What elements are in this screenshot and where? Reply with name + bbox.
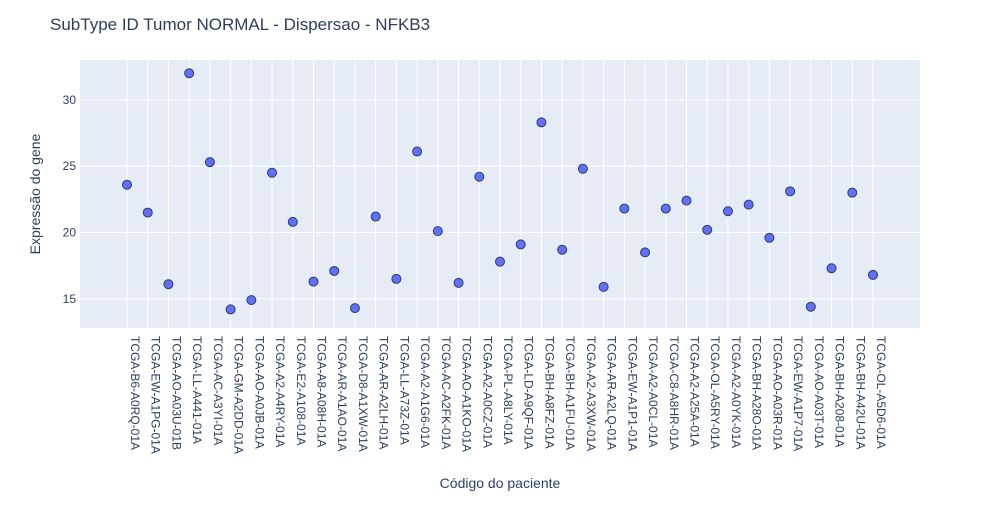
x-tick-label: TCGA-C8-A8HR-01A: [667, 336, 681, 450]
x-tick-label: TCGA-AO-A03R-01A: [770, 336, 784, 450]
x-tick-label: TCGA-AR-A2LH-01A: [377, 336, 391, 449]
x-tick-label: TCGA-BH-A1FU-01A: [563, 336, 577, 450]
x-tick-label: TCGA-AC-A2FK-01A: [439, 336, 453, 449]
y-tick-label: 20: [63, 225, 77, 239]
scatter-point[interactable]: [557, 244, 568, 255]
x-tick-labels: TCGA-B6-A0RQ-01A TCGA-EW-A1PG-01A TCGA-AO-…: [128, 336, 888, 454]
x-tick-label: TCGA-BH-A42U-01A: [853, 336, 867, 449]
y-tick-label: 25: [63, 159, 77, 173]
scatter-point[interactable]: [225, 304, 236, 315]
x-tick-label: TCGA-A2-A25A-01A: [688, 336, 702, 447]
x-tick-label: TCGA-BH-A28O-01A: [750, 336, 764, 450]
x-tick-label: TCGA-AO-A1KO-01A: [460, 336, 474, 452]
scatter-point[interactable]: [474, 171, 485, 182]
x-tick-label: TCGA-AR-A2LQ-01A: [605, 336, 619, 450]
scatter-point[interactable]: [515, 239, 526, 250]
x-tick-label: TCGA-EW-A1PG-01A: [149, 336, 163, 454]
scatter-point[interactable]: [163, 279, 174, 290]
x-tick-label: TCGA-LL-A73Z-01A: [397, 336, 411, 445]
scatter-point[interactable]: [432, 226, 443, 237]
scatter-point[interactable]: [370, 211, 381, 222]
scatter-point[interactable]: [246, 295, 257, 306]
x-tick-label: TCGA-PL-A8LY-01A: [501, 336, 515, 445]
x-tick-label: TCGA-AO-A0JB-01A: [252, 336, 266, 449]
scatter-point[interactable]: [722, 206, 733, 217]
x-tick-label: TCGA-AO-A03T-01A: [812, 336, 826, 448]
scatter-point[interactable]: [267, 167, 278, 178]
y-tick-label: 30: [63, 93, 77, 107]
y-tick-label: 15: [63, 292, 77, 306]
scatter-point[interactable]: [495, 256, 505, 267]
x-tick-label: TCGA-A8-A08H-01A: [315, 336, 329, 447]
scatter-point[interactable]: [184, 68, 195, 79]
scatter-point[interactable]: [868, 269, 878, 280]
x-tick-label: TCGA-BH-A8FZ-01A: [542, 336, 556, 449]
scatter-point[interactable]: [308, 276, 319, 287]
x-tick-label: TCGA-EW-A1P7-01A: [791, 336, 805, 451]
scatter-point[interactable]: [577, 163, 588, 174]
scatter-point[interactable]: [805, 301, 816, 312]
scatter-point[interactable]: [660, 203, 671, 214]
x-tick-label: TCGA-B6-A0RQ-01A: [128, 336, 142, 450]
scatter-point[interactable]: [142, 207, 153, 218]
scatter-point[interactable]: [204, 157, 215, 168]
x-tick-label: TCGA-AC-A3YI-01A: [211, 336, 225, 445]
y-tick-labels: 15 20 25 30: [63, 93, 77, 306]
x-tick-label: TCGA-BH-A208-01A: [833, 336, 847, 447]
scatter-point[interactable]: [287, 216, 298, 227]
x-tick-label: TCGA-EW-A1P1-01A: [625, 336, 639, 451]
scatter-point[interactable]: [640, 247, 651, 258]
grid-lines: [80, 60, 920, 328]
x-tick-label: TCGA-OL-A5D6-01A: [874, 336, 888, 449]
scatter-point[interactable]: [619, 203, 630, 214]
x-tick-label: TCGA-AR-A1AO-01A: [335, 336, 349, 451]
scatter-point[interactable]: [785, 186, 796, 197]
x-tick-label: TCGA-A2-A3XW-01A: [584, 336, 598, 451]
scatter-point[interactable]: [122, 179, 132, 190]
x-tick-label: TCGA-LL-A441-01A: [190, 336, 204, 444]
x-tick-label: TCGA-A2-A0CZ-01A: [480, 336, 494, 448]
scatter-point[interactable]: [598, 281, 609, 292]
scatter-point[interactable]: [764, 232, 775, 243]
x-tick-label: TCGA-E2-A108-01A: [294, 336, 308, 445]
scatter-point[interactable]: [453, 277, 464, 288]
scatter-point[interactable]: [702, 224, 713, 235]
scatter-point[interactable]: [391, 273, 402, 284]
x-tick-label: TCGA-A2-A0CL-01A: [646, 336, 660, 447]
x-tick-label: TCGA-AO-A03U-01B: [169, 336, 183, 450]
scatter-point[interactable]: [412, 146, 423, 157]
x-tick-label: TCGA-GM-A2DD-01A: [232, 336, 246, 454]
scatter-point[interactable]: [743, 199, 754, 210]
x-tick-label: TCGA-A2-A1G6-01A: [418, 336, 432, 448]
x-tick-label: TCGA-A2-A4RY-01A: [273, 336, 287, 447]
scatter-point[interactable]: [329, 265, 340, 276]
scatter-point[interactable]: [826, 263, 837, 274]
data-points: [122, 68, 878, 315]
scatter-point[interactable]: [847, 187, 858, 198]
x-tick-label: TCGA-A2-A0YK-01A: [729, 336, 743, 448]
x-tick-label: TCGA-D8-A1XW-01A: [356, 336, 370, 452]
x-tick-label: TCGA-LD-A9QF-01A: [522, 336, 536, 449]
chart-title: SubType ID Tumor NORMAL - Dispersao - NF…: [50, 15, 430, 34]
y-axis-title: Expressão do gene: [27, 133, 43, 254]
x-axis-title: Código do paciente: [440, 475, 561, 491]
x-tick-label: TCGA-OL-A5RY-01A: [708, 336, 722, 449]
scatter-point[interactable]: [349, 303, 360, 314]
scatter-point[interactable]: [681, 195, 692, 206]
scatter-point[interactable]: [536, 117, 547, 128]
